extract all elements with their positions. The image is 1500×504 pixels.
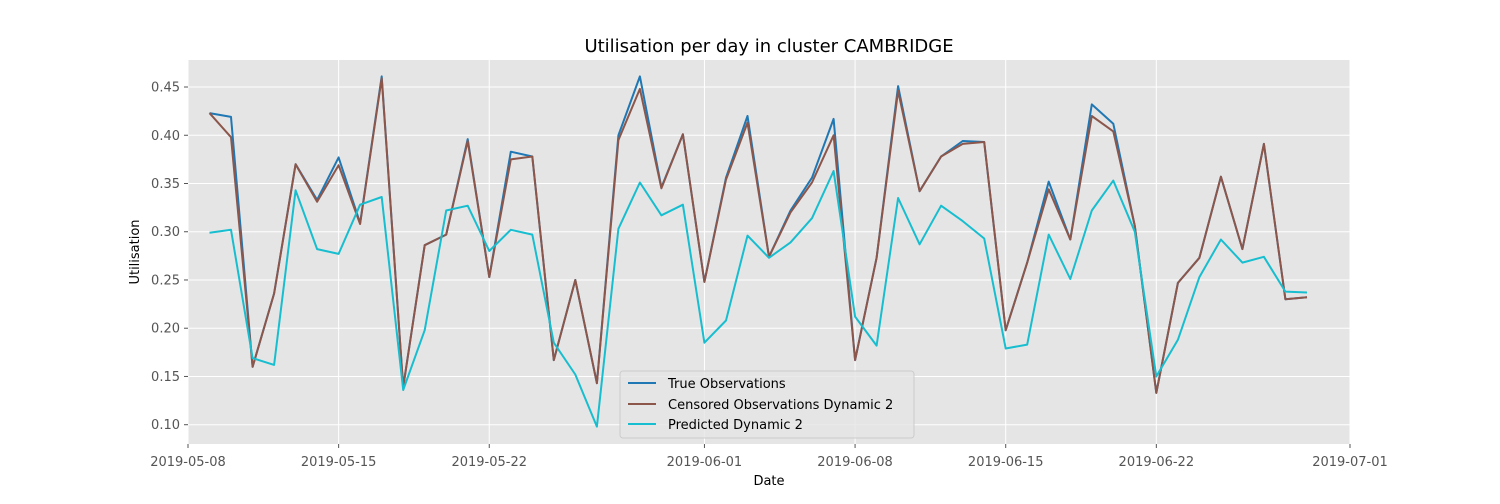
series-line-censored-observations	[208, 77, 1308, 394]
y-tick-label: 0.10	[151, 418, 180, 433]
legend-box	[619, 370, 915, 439]
y-tick-label: 0.20	[151, 322, 180, 337]
x-axis-ticks: 2019-05-08 2019-05-15 2019-05-22 2019-06-01…	[150, 444, 1388, 470]
y-tick-label: 0.25	[151, 273, 180, 288]
legend-label-predicted: Predicted Dynamic 2	[668, 418, 803, 433]
y-tick-label: 0.35	[151, 177, 180, 192]
legend-label-censored-observations: Censored Observations Dynamic 2	[668, 398, 893, 413]
y-axis-label: Utilisation	[128, 219, 143, 284]
x-tick-label: 2019-05-22	[451, 455, 527, 470]
x-axis-label: Date	[753, 474, 784, 489]
x-tick-label: 2019-06-08	[817, 455, 893, 470]
x-tick-label: 2019-06-15	[968, 455, 1044, 470]
chart-title: Utilisation per day in cluster CAMBRIDGE	[584, 36, 953, 57]
y-tick-label: 0.45	[151, 81, 180, 96]
legend-label-true-observations: True Observations	[667, 377, 786, 392]
x-tick-label: 2019-06-22	[1119, 455, 1195, 470]
legend: True Observations Censored Observations …	[619, 370, 915, 439]
y-tick-label: 0.40	[151, 129, 180, 144]
x-tick-label: 2019-05-08	[150, 455, 226, 470]
series-lines	[208, 75, 1308, 428]
y-tick-label: 0.30	[151, 225, 180, 240]
x-tick-label: 2019-07-01	[1312, 455, 1388, 470]
series-line-predicted	[209, 170, 1308, 428]
y-tick-label: 0.15	[151, 370, 180, 385]
x-tick-label: 2019-05-15	[301, 455, 377, 470]
x-tick-label: 2019-06-01	[667, 455, 743, 470]
y-axis-ticks: 0.10 0.15 0.20 0.25 0.30 0.35 0.40 0.45	[151, 81, 188, 433]
